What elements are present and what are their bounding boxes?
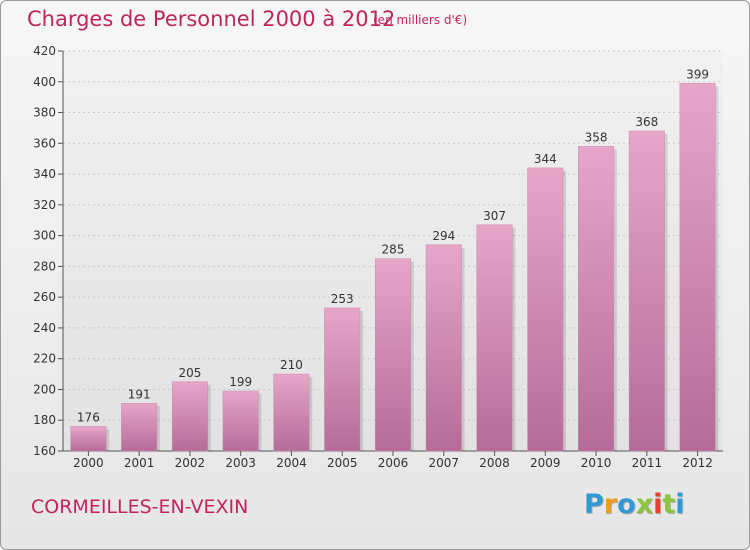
data-label: 253 bbox=[331, 292, 354, 306]
y-tick-label: 280 bbox=[33, 259, 56, 273]
x-tick-label: 2002 bbox=[175, 456, 206, 470]
logo-letter: r bbox=[603, 489, 618, 520]
y-tick-label: 320 bbox=[33, 198, 56, 212]
data-label: 205 bbox=[178, 366, 201, 380]
x-tick-label: 2003 bbox=[225, 456, 256, 470]
data-label: 358 bbox=[585, 130, 608, 144]
x-tick-label: 2004 bbox=[276, 456, 307, 470]
data-label: 307 bbox=[483, 209, 506, 223]
data-label: 285 bbox=[382, 243, 405, 257]
data-label: 176 bbox=[77, 410, 100, 424]
x-tick-label: 2008 bbox=[479, 456, 510, 470]
logo-letter: x bbox=[635, 489, 654, 520]
data-label: 191 bbox=[128, 387, 151, 401]
proxiti-logo: Proxiti bbox=[584, 489, 685, 520]
x-tick-label: 2009 bbox=[530, 456, 561, 470]
data-label: 368 bbox=[635, 115, 658, 129]
y-tick-label: 260 bbox=[33, 290, 56, 304]
data-label: 210 bbox=[280, 358, 303, 372]
y-tick-label: 360 bbox=[33, 136, 56, 150]
x-tick-label: 2007 bbox=[428, 456, 459, 470]
x-tick-label: 2000 bbox=[73, 456, 104, 470]
logo-letter: o bbox=[617, 489, 636, 520]
y-tick-label: 420 bbox=[33, 44, 56, 58]
bar bbox=[121, 403, 158, 452]
data-label: 344 bbox=[534, 152, 557, 166]
data-label: 399 bbox=[686, 67, 709, 81]
bar bbox=[628, 130, 665, 452]
y-tick-label: 220 bbox=[33, 352, 56, 366]
bar bbox=[527, 167, 564, 452]
x-tick-label: 2001 bbox=[124, 456, 155, 470]
bar bbox=[171, 381, 208, 452]
logo-letter: P bbox=[584, 489, 604, 520]
y-tick-label: 240 bbox=[33, 321, 56, 335]
logo-letter: i bbox=[653, 489, 663, 520]
y-tick-label: 200 bbox=[33, 382, 56, 396]
y-tick-label: 180 bbox=[33, 413, 56, 427]
bar bbox=[324, 307, 361, 452]
chart-title: Charges de Personnel 2000 à 2012 bbox=[27, 7, 396, 31]
y-tick-label: 380 bbox=[33, 106, 56, 120]
y-tick-label: 400 bbox=[33, 75, 56, 89]
bar bbox=[374, 258, 412, 452]
logo-letter: i bbox=[675, 489, 685, 520]
bar bbox=[425, 244, 462, 452]
bar bbox=[578, 146, 615, 452]
bar bbox=[273, 373, 310, 452]
x-tick-label: 2010 bbox=[581, 456, 612, 470]
x-tick-label: 2011 bbox=[632, 456, 663, 470]
x-tick-label: 2005 bbox=[327, 456, 358, 470]
x-tick-label: 2012 bbox=[682, 456, 713, 470]
bar bbox=[222, 390, 259, 452]
data-label: 199 bbox=[229, 375, 252, 389]
y-tick-label: 300 bbox=[33, 229, 56, 243]
data-label: 294 bbox=[432, 229, 455, 243]
chart-unit: (en milliers d'€) bbox=[373, 13, 468, 27]
x-tick-label: 2006 bbox=[378, 456, 409, 470]
y-tick-label: 160 bbox=[33, 444, 56, 458]
y-tick-label: 340 bbox=[33, 167, 56, 181]
logo-letter: t bbox=[662, 489, 676, 520]
city-name: CORMEILLES-EN-VEXIN bbox=[31, 496, 249, 518]
bar bbox=[679, 83, 716, 452]
bar bbox=[476, 224, 513, 452]
bar bbox=[70, 426, 107, 452]
